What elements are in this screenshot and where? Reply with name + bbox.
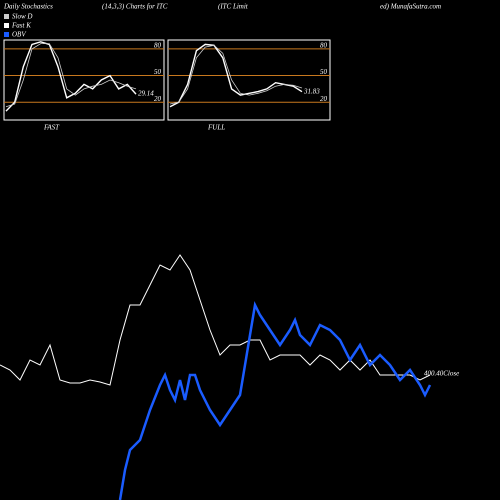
y-tick-label: 50 [154, 68, 162, 76]
series-line [169, 43, 303, 108]
close-label: 400.40Close [424, 370, 459, 378]
y-tick-label: 80 [154, 41, 162, 49]
series-line [5, 43, 137, 108]
panel-label: FULL [207, 124, 225, 132]
legend-swatch [4, 32, 9, 37]
last-value: 29.14 [138, 90, 154, 98]
series-line [5, 41, 137, 112]
legend-label: Slow D [12, 13, 32, 21]
y-tick-label: 80 [320, 41, 328, 49]
panel-frame [3, 39, 165, 121]
legend-swatch [4, 23, 9, 28]
legend-swatch [4, 14, 9, 19]
series-line [0, 254, 431, 386]
series-line [169, 44, 303, 105]
y-tick-label: 50 [320, 68, 328, 76]
y-tick-label: 20 [154, 95, 162, 103]
subtitle: (14,3,3) Charts for ITC [102, 3, 168, 11]
legend-label: OBV [12, 31, 26, 39]
y-tick-label: 20 [320, 95, 328, 103]
panel-label: FAST [43, 124, 60, 132]
series-line [118, 301, 432, 500]
legend-label: Fast K [11, 22, 31, 30]
panel-frame [167, 39, 331, 121]
last-value: 31.83 [303, 87, 320, 95]
company: (ITC Limit [218, 3, 249, 11]
source: ed) MunafaSutra.com [380, 3, 441, 11]
title: Daily Stochastics [3, 3, 53, 11]
